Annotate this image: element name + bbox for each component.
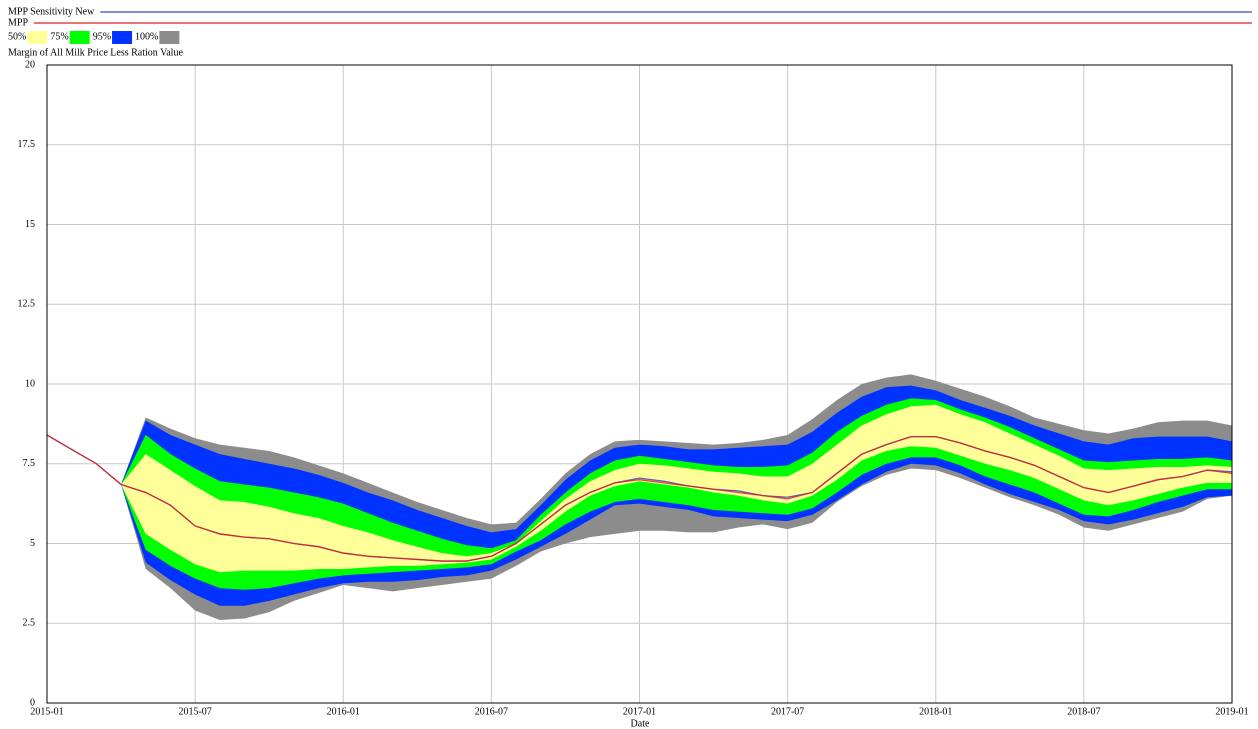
legend-label: 50% (8, 31, 26, 42)
y-tick-label: 17.5 (18, 139, 36, 150)
x-axis-title: Date (631, 718, 650, 729)
series-line (46, 434, 1233, 562)
x-tick-label: 2015-07 (178, 706, 211, 717)
y-tick-label: 2.5 (23, 618, 36, 629)
x-tick-label: 2016-01 (327, 706, 360, 717)
confidence-band (121, 404, 1232, 573)
y-tick-label: 12.5 (18, 299, 36, 310)
x-tick-label: 2017-07 (771, 706, 804, 717)
x-tick-label: 2019-01 (1215, 706, 1248, 717)
y-tick-label: 20 (25, 59, 35, 70)
y-tick-label: 7.5 (23, 458, 36, 469)
y-tick-label: 5 (30, 538, 35, 549)
legend-label: MPP (8, 17, 28, 28)
x-tick-label: 2018-01 (919, 706, 952, 717)
legend-swatch (27, 31, 48, 44)
x-tick-label: 2018-07 (1067, 706, 1100, 717)
plot-frame (46, 64, 1233, 704)
y-axis-title: Margin of All Milk Price Less Ration Val… (8, 47, 183, 58)
x-tick-label: 2015-01 (30, 706, 63, 717)
x-tick-label: 2016-07 (475, 706, 508, 717)
x-tick-label: 2017-01 (623, 706, 656, 717)
y-tick-label: 15 (25, 219, 35, 230)
legend-label: MPP Sensitivity New (8, 6, 95, 17)
legend-swatch (112, 31, 133, 44)
y-tick-label: 0 (30, 697, 35, 708)
y-tick-label: 10 (25, 378, 35, 389)
legend-label: 100% (135, 31, 158, 42)
legend-swatch (69, 31, 90, 44)
legend-swatch (159, 31, 180, 44)
legend-label: 95% (93, 31, 111, 42)
legend-label: 75% (50, 31, 68, 42)
